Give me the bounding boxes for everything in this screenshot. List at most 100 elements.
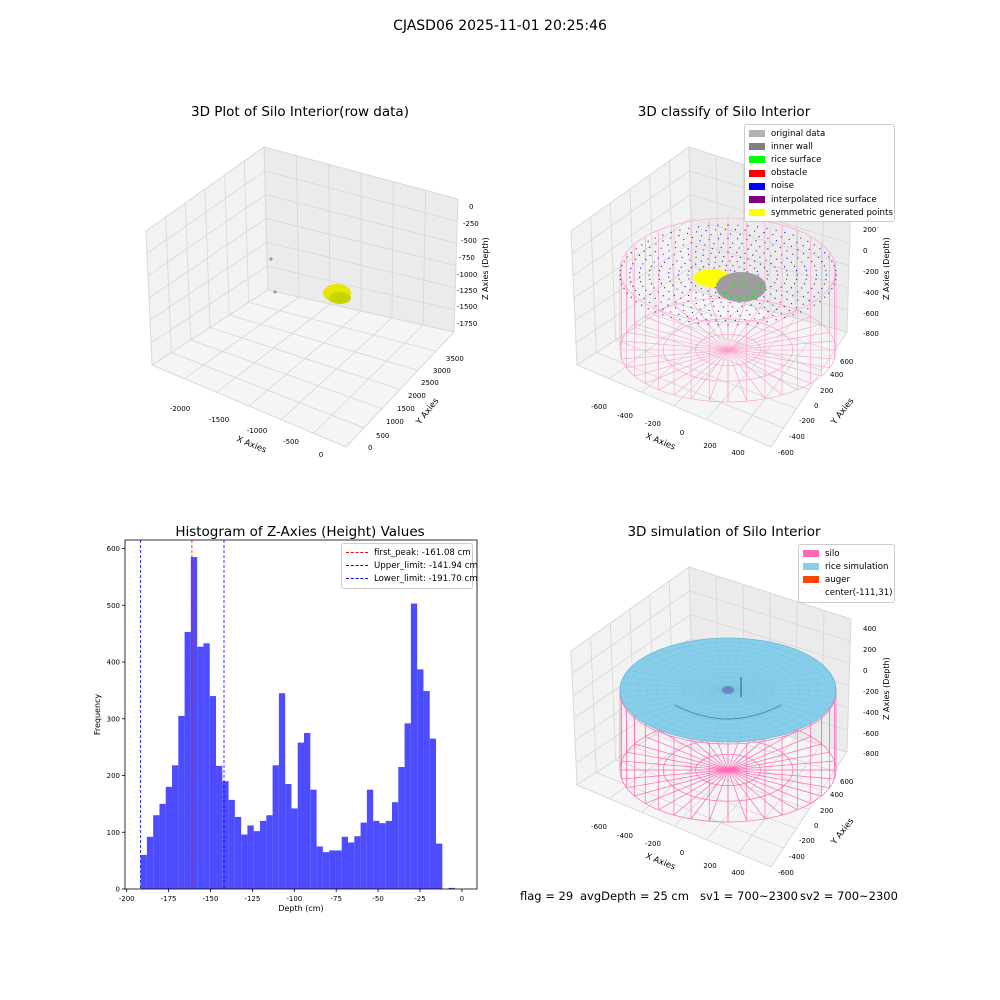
- noise-point: [676, 288, 678, 290]
- noise-point: [770, 293, 772, 295]
- raw-xtick: -1500: [209, 416, 229, 424]
- simulation-ztick: -600: [863, 730, 879, 738]
- noise-point: [774, 251, 776, 253]
- histogram-ytick-label: 300: [107, 715, 120, 723]
- rice-surface-meridian: [642, 689, 729, 722]
- raw-ytick: 2500: [421, 379, 439, 387]
- noise-point: [638, 272, 641, 274]
- classify-ytick: 0: [814, 402, 818, 410]
- noise-point: [681, 291, 683, 294]
- rice-surface-meridian: [727, 663, 822, 691]
- histogram-bar: [310, 789, 317, 889]
- noise-point: [780, 286, 782, 288]
- histogram-bar: [360, 822, 367, 889]
- noise-point: [635, 300, 637, 302]
- rice-surface-meridian: [686, 689, 729, 739]
- histogram-bar: [159, 803, 166, 889]
- noise-point: [796, 241, 798, 244]
- noise-point: [684, 285, 686, 288]
- histogram-bar: [197, 646, 204, 889]
- histogram-bar: [398, 766, 405, 889]
- noise-point: [737, 324, 739, 326]
- noise-point: [825, 274, 827, 276]
- noise-point: [788, 309, 790, 312]
- noise-point: [695, 245, 697, 248]
- noise-point: [752, 254, 754, 256]
- raw-ztick: -1000: [457, 271, 477, 279]
- rice-surface-meridian: [651, 653, 729, 691]
- raw-point: [269, 257, 273, 261]
- classify-xtick: -400: [617, 412, 633, 420]
- noise-point: [834, 269, 837, 271]
- noise-point: [780, 236, 782, 238]
- noise-point: [759, 263, 761, 265]
- noise-point: [819, 300, 821, 302]
- noise-point: [703, 249, 705, 251]
- noise-point: [670, 316, 672, 319]
- noise-point: [715, 319, 717, 321]
- noise-point: [815, 274, 818, 276]
- histogram-bar: [203, 643, 210, 889]
- noise-point: [668, 272, 670, 274]
- raw-ytick: 3500: [446, 355, 464, 363]
- noise-point: [626, 256, 628, 258]
- rice-surface-meridian: [727, 689, 833, 704]
- noise-point: [743, 268, 745, 270]
- noise-point: [806, 274, 808, 276]
- histogram-legend-label: Lower_limit: -191.70 cm: [374, 573, 478, 584]
- classify-xtick: -200: [645, 420, 661, 428]
- raw-ytick: 500: [376, 432, 389, 440]
- noise-point: [711, 247, 713, 250]
- noise-point: [635, 248, 637, 250]
- noise-point: [754, 230, 756, 232]
- noise-point: [677, 274, 679, 276]
- histogram-bar: [379, 823, 386, 889]
- histogram-ytick-label: 400: [107, 659, 120, 667]
- histogram-bar: [392, 802, 399, 889]
- histogram-ylabel: Frequency: [93, 694, 102, 736]
- noise-point: [747, 323, 749, 325]
- histogram-bar: [266, 815, 273, 889]
- histogram-legend: first_peak: -161.08 cm Upper_limit: -141.…: [341, 543, 478, 589]
- histogram-bar: [373, 820, 380, 889]
- rice-surface-meridian: [623, 689, 729, 704]
- histogram-bar: [448, 887, 455, 889]
- noise-point: [766, 278, 768, 280]
- noise-point: [734, 270, 736, 272]
- noise-point: [638, 254, 641, 256]
- simulation-ytick: -200: [799, 837, 815, 845]
- noise-point: [835, 274, 837, 276]
- noise-point: [704, 304, 706, 306]
- noise-point: [775, 290, 778, 292]
- noise-point: [767, 300, 769, 302]
- noise-point: [708, 238, 710, 241]
- histogram-bar: [172, 765, 179, 889]
- simulation-rice-surface: [619, 637, 837, 743]
- noise-point: [713, 267, 715, 269]
- histogram-xtick-label: -25: [414, 895, 425, 903]
- noise-point: [777, 274, 779, 276]
- noise-point: [674, 307, 677, 309]
- noise-point: [705, 318, 707, 320]
- noise-point: [710, 314, 712, 316]
- noise-point: [647, 240, 649, 242]
- auger-marker: [722, 686, 734, 694]
- noise-point: [747, 258, 749, 260]
- rice-surface-point: [733, 283, 737, 287]
- histogram-bar: [385, 820, 393, 889]
- simulation-ylabel: Y Axies: [829, 816, 857, 848]
- noise-point: [673, 294, 675, 296]
- raw-ytick: 1500: [397, 405, 415, 413]
- rice-surface-meridian: [727, 689, 822, 717]
- raw-zlabel: Z Axies (Depth): [481, 237, 490, 300]
- noise-point: [691, 236, 694, 239]
- noise-point: [710, 234, 712, 236]
- noise-point: [660, 247, 662, 249]
- noise-point: [793, 283, 796, 285]
- raw-xlabel: X Axies: [235, 435, 268, 456]
- simulation-ytick: 200: [820, 807, 833, 815]
- noise-point: [727, 251, 729, 253]
- rice-surface-meridian: [673, 644, 729, 691]
- simulation-legend: silo rice simulation auger center(-111,31): [798, 544, 895, 603]
- rice-surface-point: [745, 294, 749, 298]
